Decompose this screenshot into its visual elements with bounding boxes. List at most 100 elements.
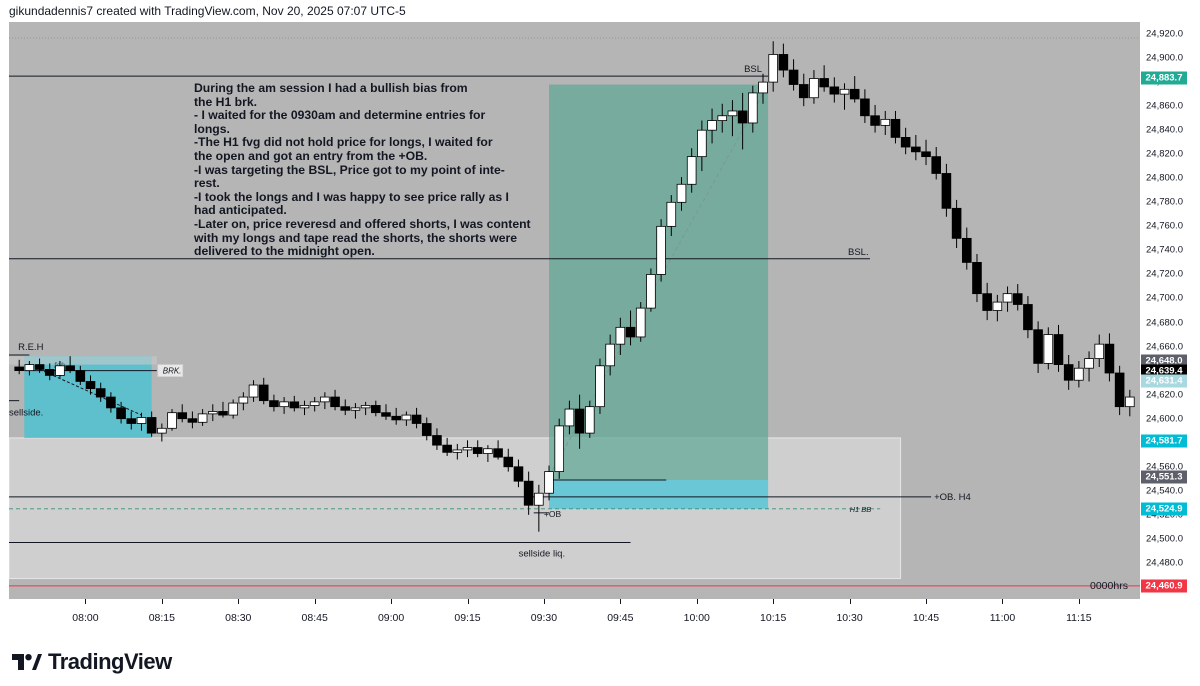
time-tick [85, 599, 87, 604]
candle-body [493, 448, 503, 458]
candle-body [982, 293, 992, 311]
long-position-stop-zone [549, 479, 769, 509]
candle-body [778, 54, 789, 71]
candle-body [279, 401, 289, 408]
sellside-label: sellside. [9, 408, 43, 419]
price-tick-label: 24,660.0 [1146, 341, 1183, 353]
price-badge[interactable]: 24,631.4 [1141, 374, 1187, 388]
time-tick [849, 599, 851, 604]
chart-attribution: gikundadennis7 created with TradingView.… [9, 4, 406, 18]
candle-body [381, 412, 391, 417]
price-tick-label: 24,780.0 [1146, 196, 1183, 208]
time-tick [620, 599, 622, 604]
time-tick [926, 599, 928, 604]
candle-body [75, 370, 86, 382]
candle-body [707, 120, 717, 131]
candle-body [452, 449, 463, 453]
time-tick-label: 08:00 [72, 612, 99, 624]
note-line: During the am session I had a bullish bi… [194, 81, 468, 95]
candle-body [146, 417, 157, 434]
candle-body [1063, 364, 1074, 381]
candle-body [228, 402, 238, 416]
time-tick [543, 599, 545, 604]
candle-body [289, 401, 300, 409]
candle-body [85, 381, 96, 390]
price-tick-label: 24,540.0 [1146, 485, 1183, 497]
price-tick-label: 24,820.0 [1146, 148, 1183, 160]
candle-body [1084, 358, 1094, 369]
time-tick [1078, 599, 1080, 604]
price-tick-label: 24,760.0 [1146, 220, 1183, 232]
time-tick-label: 10:30 [836, 612, 863, 624]
candle-body [1125, 396, 1135, 408]
candle-body [157, 427, 167, 434]
note-line: the H1 brk. [194, 94, 257, 109]
candle-body [1033, 329, 1043, 364]
candle-body [819, 78, 829, 88]
candle-body [584, 406, 595, 434]
candle-body [371, 405, 381, 414]
time-tick [467, 599, 469, 604]
time-tick-label: 08:45 [301, 612, 328, 624]
candle-body [207, 411, 218, 415]
candle-body [635, 307, 646, 338]
time-tick-label: 09:30 [530, 612, 558, 624]
candle-body [574, 408, 585, 434]
brk-label: BRK. [163, 367, 182, 376]
price-badge[interactable]: 24,460.9 [1141, 579, 1187, 593]
candle-body [921, 151, 931, 158]
time-tick [314, 599, 316, 604]
candle-body [126, 418, 137, 424]
tradingview-brand[interactable]: TradingView [12, 649, 172, 675]
candle-body [849, 88, 860, 100]
candle-body [238, 396, 249, 404]
candle-body [992, 301, 1003, 311]
candle-body [24, 364, 35, 372]
price-badge[interactable]: 24,551.3 [1141, 470, 1187, 484]
price-tick-label: 24,620.0 [1146, 389, 1183, 401]
position-path-line [548, 93, 764, 477]
candle-body [55, 365, 65, 376]
candle-body [911, 146, 921, 153]
time-tick [1002, 599, 1004, 604]
time-tick [161, 599, 163, 604]
candle-body [961, 237, 972, 263]
candle-body [340, 406, 351, 411]
bsl-2-label: BSL. [848, 247, 869, 258]
price-badge[interactable]: 24,581.7 [1141, 434, 1187, 448]
time-tick-label: 09:45 [607, 612, 634, 624]
time-axis[interactable]: 08:00 08:15 08:30 08:45 09:00 09:15 09:30 09:45… [9, 599, 1140, 635]
note-line: -The H1 fvg did not hold price for longs… [194, 135, 493, 150]
candle-body [106, 396, 116, 409]
price-tick-label: 24,720.0 [1146, 268, 1183, 280]
trade-notes-annotation[interactable]: During the am session I had a bullish bi… [194, 81, 566, 259]
price-badge[interactable]: 24,524.9 [1141, 502, 1187, 516]
candle-body [95, 388, 106, 398]
candle-body [625, 326, 636, 338]
candle-body [890, 118, 901, 138]
candle-body [605, 343, 615, 367]
candle-body [269, 400, 279, 408]
candle-body [472, 447, 483, 454]
time-tick [773, 599, 775, 604]
candle-body [809, 78, 819, 99]
price-badge[interactable]: 24,648.0 [1141, 354, 1187, 368]
price-badge[interactable]: 24,883.7 [1141, 71, 1187, 85]
note-line: -I took the longs and I was happy to see… [194, 189, 509, 204]
candle-body [401, 414, 412, 421]
candle-body [34, 364, 45, 370]
candle-body [931, 156, 942, 174]
candle-body [829, 86, 840, 95]
candle-body [880, 118, 891, 126]
time-tick-label: 09:00 [377, 612, 405, 624]
time-tick [696, 599, 698, 604]
candle-body [534, 492, 544, 506]
time-tick-label: 08:15 [148, 612, 175, 624]
candle-body [177, 412, 188, 420]
candle-body [1114, 372, 1125, 408]
price-tick-label: 24,600.0 [1146, 413, 1183, 425]
note-line: the open and got an entry from the +OB. [194, 148, 428, 163]
candle-body [1012, 293, 1023, 305]
